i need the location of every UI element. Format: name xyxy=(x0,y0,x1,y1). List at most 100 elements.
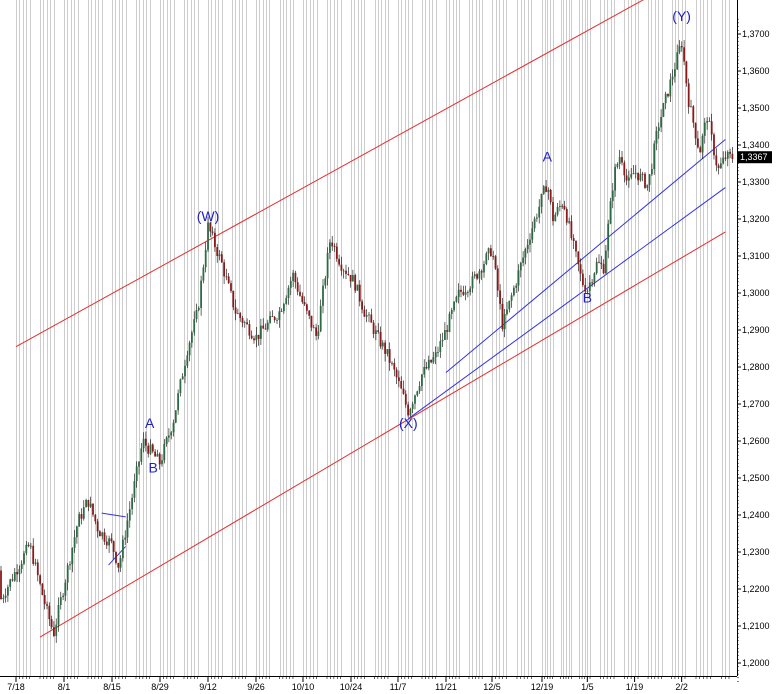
candle-body xyxy=(522,257,524,263)
candle-body xyxy=(34,562,37,564)
candle-body xyxy=(0,570,2,599)
candle-body xyxy=(391,362,393,364)
trend-channels xyxy=(15,0,726,638)
candle-body xyxy=(561,205,564,207)
candle-body xyxy=(667,93,669,97)
wave-label: (Y) xyxy=(672,8,691,24)
candle-body xyxy=(720,163,722,169)
candle-body xyxy=(393,363,396,370)
candle-body xyxy=(653,143,656,170)
candle-body xyxy=(519,262,522,271)
candle-body xyxy=(156,453,159,457)
candle-body xyxy=(506,309,508,315)
candle-body xyxy=(717,165,720,169)
candle-body xyxy=(356,284,359,291)
candle-body xyxy=(703,122,706,136)
candle-body xyxy=(278,311,281,320)
y-tick-label: 1,2900 xyxy=(742,325,770,335)
candle-body xyxy=(545,186,547,192)
candle-body xyxy=(149,444,152,454)
candle-body xyxy=(25,544,28,554)
candle-body xyxy=(197,307,200,311)
candle-body xyxy=(352,275,354,282)
candle-body xyxy=(563,205,566,209)
candle-body xyxy=(697,138,699,148)
candle-body xyxy=(216,247,219,256)
candle-body xyxy=(437,352,439,353)
candle-body xyxy=(18,569,21,575)
candle-body xyxy=(722,157,725,164)
candle-body xyxy=(170,432,173,436)
candle-body xyxy=(651,169,653,175)
candle-body xyxy=(713,134,715,156)
candle-body xyxy=(59,597,62,605)
candle-body xyxy=(416,391,419,396)
candle-body xyxy=(2,597,5,599)
candle-body xyxy=(303,302,306,305)
trend-line xyxy=(39,231,726,638)
candle-body xyxy=(184,365,186,377)
candle-body xyxy=(319,305,322,332)
candle-body xyxy=(726,151,729,159)
candle-body xyxy=(536,217,538,219)
candle-body xyxy=(414,395,416,404)
candle-body xyxy=(243,322,246,324)
candle-body xyxy=(492,256,495,257)
candle-body xyxy=(708,121,711,122)
candle-body xyxy=(200,280,202,308)
candle-body xyxy=(646,184,649,188)
candle-body xyxy=(253,338,255,341)
candle-body xyxy=(524,249,527,258)
candle-body xyxy=(421,374,423,387)
candle-body xyxy=(370,314,373,323)
candle-body xyxy=(145,438,147,446)
candle-body xyxy=(101,532,104,537)
x-tick-label: 10/10 xyxy=(292,682,315,692)
candle-body xyxy=(299,291,301,296)
candle-body xyxy=(204,249,207,268)
candle-body xyxy=(207,222,209,250)
candle-body xyxy=(82,507,85,519)
candle-body xyxy=(639,173,642,181)
candle-body xyxy=(572,238,575,241)
candle-body xyxy=(556,207,559,215)
candle-body xyxy=(230,283,232,291)
candle-body xyxy=(273,317,276,321)
candle-body xyxy=(694,122,697,139)
candle-body xyxy=(531,228,534,240)
candle-body xyxy=(375,330,377,334)
candle-body xyxy=(513,287,515,296)
candle-body xyxy=(326,252,329,279)
candle-body xyxy=(7,587,9,596)
y-tick-label: 1,2600 xyxy=(742,436,770,446)
candle-body xyxy=(246,322,248,325)
candle-body xyxy=(487,248,490,254)
y-axis: 1,2000 1,2100 1,2200 1,2300 1,2400 1,2500 1,26… xyxy=(737,0,776,694)
candle-body xyxy=(616,164,619,167)
candle-body xyxy=(85,500,87,508)
candle-body xyxy=(384,342,386,354)
candle-body xyxy=(94,514,97,522)
candle-body xyxy=(425,367,428,369)
candle-body xyxy=(262,325,265,329)
candle-body xyxy=(283,304,285,311)
y-tick-label: 1,3100 xyxy=(742,251,770,261)
candle-body xyxy=(570,221,573,239)
candle-body xyxy=(280,311,283,312)
candle-body xyxy=(294,272,297,283)
candle-body xyxy=(464,292,467,295)
candle-body xyxy=(193,319,196,333)
candle-body xyxy=(138,461,140,467)
candle-body xyxy=(602,264,605,274)
candle-body xyxy=(64,582,67,596)
candle-body xyxy=(685,61,688,84)
candle-body xyxy=(706,121,708,123)
candle-body xyxy=(20,563,23,569)
candle-body xyxy=(36,562,39,576)
candle-body xyxy=(381,342,384,347)
candle-body xyxy=(441,339,444,342)
candle-body xyxy=(471,276,474,289)
x-tick-label: 8/29 xyxy=(151,682,169,692)
candle-body xyxy=(177,393,179,411)
wave-label: A xyxy=(145,415,155,431)
